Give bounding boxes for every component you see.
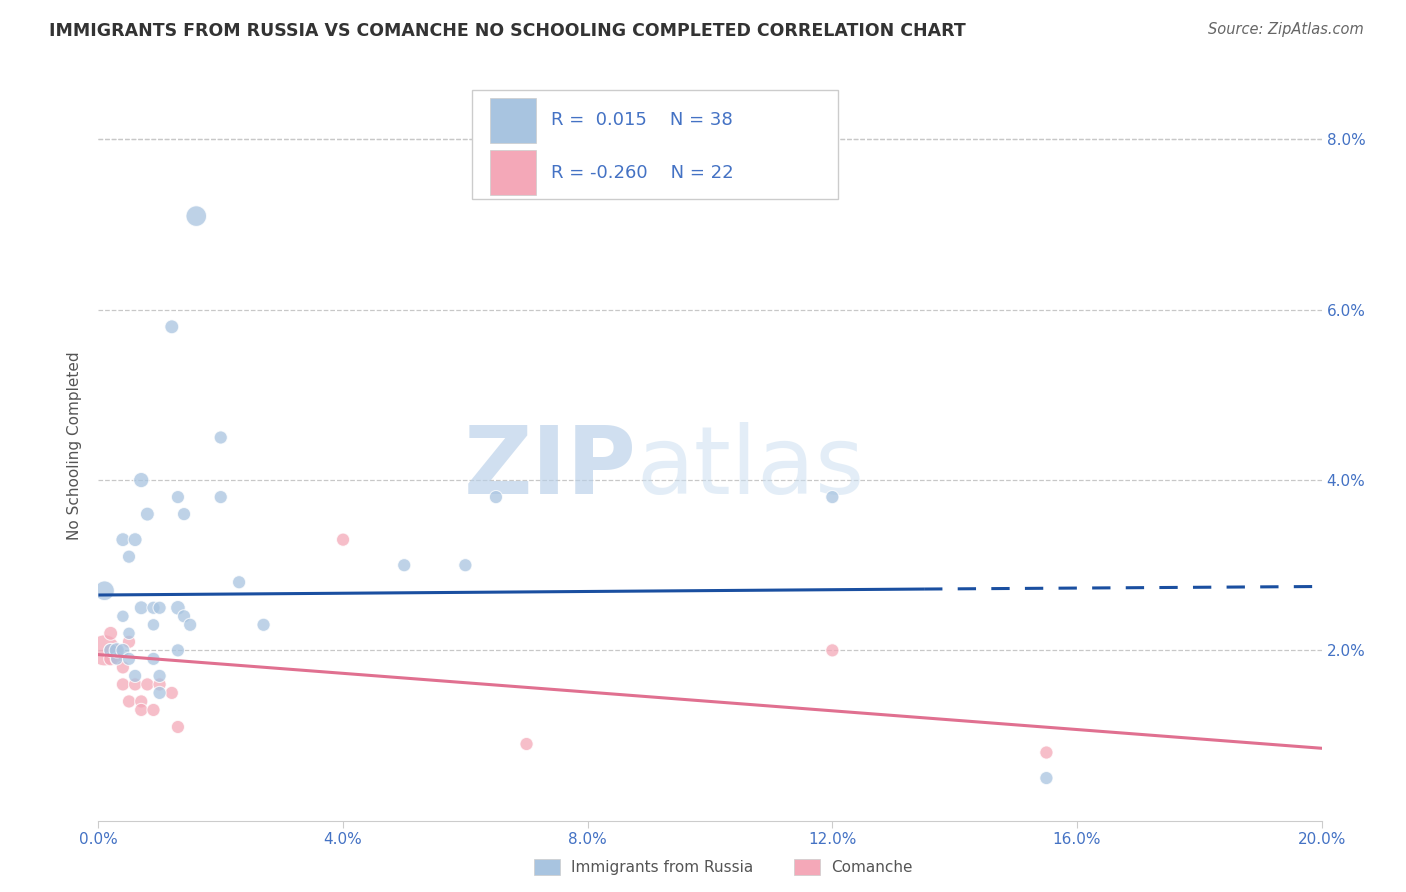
Point — [167, 720, 190, 734]
Point — [118, 626, 141, 640]
Point — [149, 686, 172, 700]
Point — [160, 319, 183, 334]
Point — [93, 643, 115, 657]
Point — [167, 490, 190, 504]
Point — [100, 643, 122, 657]
Point — [392, 558, 416, 573]
Text: R =  0.015    N = 38: R = 0.015 N = 38 — [551, 112, 733, 129]
Point — [124, 677, 146, 691]
Bar — [489, 150, 536, 195]
Point — [160, 686, 183, 700]
Text: R = -0.260    N = 22: R = -0.260 N = 22 — [551, 163, 734, 181]
Point — [124, 669, 146, 683]
Text: Comanche: Comanche — [831, 860, 912, 874]
Point — [111, 533, 134, 547]
Point — [149, 600, 172, 615]
Point — [129, 473, 152, 487]
Point — [167, 600, 190, 615]
Point — [173, 609, 195, 624]
Point — [93, 583, 115, 598]
Point — [209, 430, 232, 444]
Text: IMMIGRANTS FROM RUSSIA VS COMANCHE NO SCHOOLING COMPLETED CORRELATION CHART: IMMIGRANTS FROM RUSSIA VS COMANCHE NO SC… — [49, 22, 966, 40]
Text: ZIP: ZIP — [464, 423, 637, 515]
Point — [142, 652, 165, 666]
Point — [821, 490, 844, 504]
Text: Source: ZipAtlas.com: Source: ZipAtlas.com — [1208, 22, 1364, 37]
Point — [209, 490, 232, 504]
Point — [136, 507, 159, 521]
Bar — [489, 97, 536, 143]
Point — [142, 703, 165, 717]
Point — [118, 652, 141, 666]
Point — [821, 643, 844, 657]
Point — [129, 703, 152, 717]
Point — [1035, 771, 1057, 785]
Point — [124, 533, 146, 547]
Point — [100, 652, 122, 666]
Point — [485, 490, 508, 504]
Point — [105, 652, 128, 666]
Text: atlas: atlas — [637, 423, 865, 515]
Point — [111, 660, 134, 674]
Point — [454, 558, 477, 573]
Point — [105, 643, 128, 657]
Y-axis label: No Schooling Completed: No Schooling Completed — [67, 351, 83, 541]
FancyBboxPatch shape — [471, 90, 838, 199]
Point — [167, 643, 190, 657]
Point — [1035, 746, 1057, 760]
Point — [105, 643, 128, 657]
Point — [252, 617, 274, 632]
Point — [111, 609, 134, 624]
Point — [516, 737, 538, 751]
Point — [129, 600, 152, 615]
Point — [228, 575, 250, 590]
Point — [118, 549, 141, 564]
Point — [149, 669, 172, 683]
Point — [142, 617, 165, 632]
Point — [111, 677, 134, 691]
Point — [118, 694, 141, 708]
Point — [179, 617, 201, 632]
Point — [332, 533, 354, 547]
Point — [173, 507, 195, 521]
Point — [186, 209, 208, 223]
Point — [129, 694, 152, 708]
Point — [111, 643, 134, 657]
Point — [118, 635, 141, 649]
Point — [100, 643, 122, 657]
Point — [149, 677, 172, 691]
Point — [142, 600, 165, 615]
Point — [105, 652, 128, 666]
Point — [136, 677, 159, 691]
Point — [100, 626, 122, 640]
Text: Immigrants from Russia: Immigrants from Russia — [571, 860, 754, 874]
